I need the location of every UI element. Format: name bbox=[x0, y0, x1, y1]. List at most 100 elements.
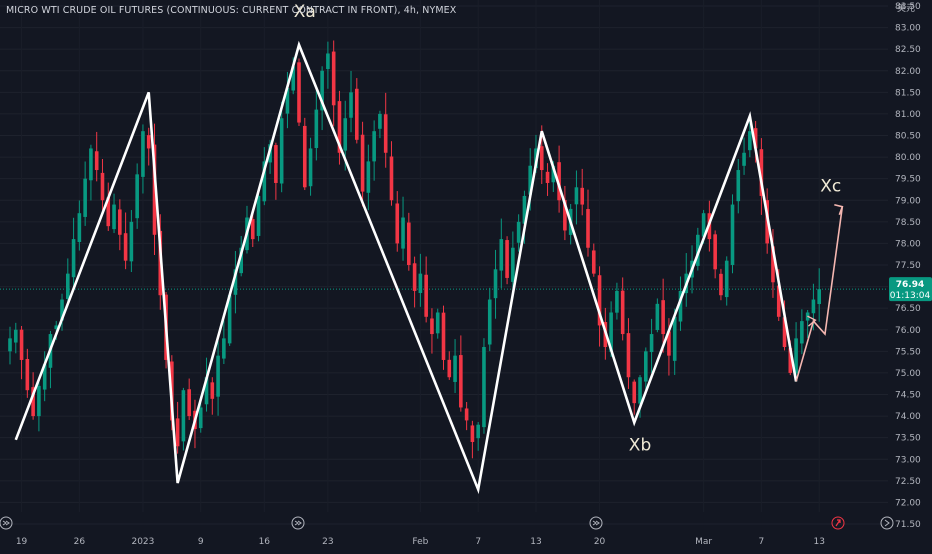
goto-icon[interactable] bbox=[291, 516, 305, 530]
x-tick-label: Feb bbox=[412, 537, 428, 547]
candle-body bbox=[331, 51, 336, 106]
candle-body bbox=[499, 239, 504, 271]
candle-body bbox=[204, 377, 209, 405]
candle-body bbox=[66, 273, 70, 299]
y-tick-label: 81.00 bbox=[895, 110, 921, 120]
candle-body bbox=[794, 338, 798, 374]
candle-body bbox=[430, 318, 434, 335]
annotations: Xa Xb Xc bbox=[294, 2, 842, 456]
candle-body bbox=[42, 364, 47, 390]
candle-body bbox=[776, 285, 781, 317]
candle-body bbox=[800, 321, 804, 344]
timeline-icons bbox=[0, 516, 894, 530]
candle-body bbox=[539, 146, 544, 171]
candle-body bbox=[175, 418, 180, 447]
candle-body bbox=[308, 148, 313, 187]
candle-body bbox=[557, 162, 561, 201]
candle-body bbox=[54, 325, 59, 329]
projection-arrowhead bbox=[834, 203, 844, 216]
candle-body bbox=[782, 317, 787, 348]
y-tick-label: 72.00 bbox=[895, 498, 921, 508]
y-tick-label: 75.50 bbox=[895, 347, 921, 357]
y-tick-label: 77.50 bbox=[895, 261, 921, 271]
candle-body bbox=[464, 408, 469, 421]
goto-icon[interactable] bbox=[589, 516, 603, 530]
last-price-value: 76.94 bbox=[896, 280, 924, 290]
candle-body bbox=[94, 151, 99, 171]
candle-body bbox=[227, 295, 232, 344]
candle-body bbox=[355, 88, 359, 140]
candle-body bbox=[31, 387, 35, 417]
candle-body bbox=[71, 239, 76, 278]
candle-body bbox=[320, 70, 324, 111]
candle-body bbox=[672, 316, 677, 361]
candle-body bbox=[89, 148, 93, 181]
y-tick-label: 81.50 bbox=[895, 88, 921, 98]
candle-body bbox=[383, 114, 388, 153]
candle-body bbox=[626, 333, 631, 378]
candle-body bbox=[470, 425, 475, 442]
candle-body bbox=[239, 247, 243, 274]
candle-body bbox=[83, 178, 87, 217]
y-tick-label: 73.50 bbox=[895, 434, 921, 444]
price-axis[interactable]: 71.50 72.00 72.50 73.00 73.50 74.00 74.50 75.00… bbox=[895, 2, 921, 530]
candle-body bbox=[759, 149, 764, 196]
x-tick-label: Mar bbox=[695, 537, 712, 547]
y-tick-label: 75.00 bbox=[895, 369, 921, 379]
candle-body bbox=[713, 234, 717, 270]
y-tick-label: 79.50 bbox=[895, 175, 921, 185]
candle-body bbox=[724, 260, 729, 298]
candle-body bbox=[378, 113, 382, 129]
x-tick-label: 20 bbox=[594, 537, 606, 547]
candle-body bbox=[366, 161, 371, 193]
y-tick-label: 83.50 bbox=[895, 2, 921, 12]
candle-body bbox=[597, 275, 602, 326]
candle-body bbox=[326, 53, 330, 70]
candle-body bbox=[187, 389, 191, 417]
candle-body bbox=[586, 209, 590, 248]
y-tick-label: 80.00 bbox=[895, 153, 921, 163]
candle-body bbox=[349, 92, 353, 118]
candle-body bbox=[435, 312, 440, 334]
candle-body bbox=[424, 274, 428, 317]
x-tick-label: 2023 bbox=[131, 537, 154, 547]
candle-body bbox=[233, 269, 238, 295]
scroll-icon[interactable] bbox=[880, 516, 894, 530]
flag-icon[interactable] bbox=[831, 516, 845, 530]
candle-body bbox=[638, 377, 642, 404]
x-tick-label: 9 bbox=[198, 537, 204, 547]
candle-body bbox=[256, 195, 261, 236]
candle-body bbox=[591, 250, 596, 274]
y-tick-label: 78.00 bbox=[895, 239, 921, 249]
candle-body bbox=[118, 209, 122, 235]
candle-body bbox=[736, 170, 741, 202]
candle-body bbox=[337, 101, 342, 153]
candle-body bbox=[563, 199, 567, 231]
candle-body bbox=[262, 161, 267, 202]
y-tick-label: 73.00 bbox=[895, 455, 921, 465]
last-price-badge-bg bbox=[889, 277, 932, 302]
candle-body bbox=[13, 329, 18, 343]
x-tick-label: 7 bbox=[475, 537, 481, 547]
candle-body bbox=[360, 134, 365, 192]
candle-body bbox=[343, 118, 348, 151]
candle-body bbox=[817, 289, 821, 305]
goto-icon[interactable] bbox=[0, 516, 13, 530]
time-axis[interactable]: 19 26 2023 9 16 23 Feb 7 13 20 Mar 7 13 bbox=[16, 537, 825, 547]
candle-body bbox=[730, 204, 735, 265]
candle-body bbox=[401, 217, 405, 249]
y-tick-label: 72.50 bbox=[895, 477, 921, 487]
candle-body bbox=[719, 273, 723, 296]
projection-arrow bbox=[795, 203, 844, 382]
y-tick-label: 82.00 bbox=[895, 67, 921, 77]
x-tick-label: 13 bbox=[530, 537, 541, 547]
candle-body bbox=[655, 303, 660, 331]
candle-body bbox=[418, 273, 423, 293]
candle-body bbox=[511, 247, 515, 282]
candle-body bbox=[112, 204, 116, 230]
currency-label: 美元 bbox=[897, 2, 915, 14]
y-tick-label: 76.50 bbox=[895, 304, 921, 314]
candle-body bbox=[459, 355, 463, 408]
